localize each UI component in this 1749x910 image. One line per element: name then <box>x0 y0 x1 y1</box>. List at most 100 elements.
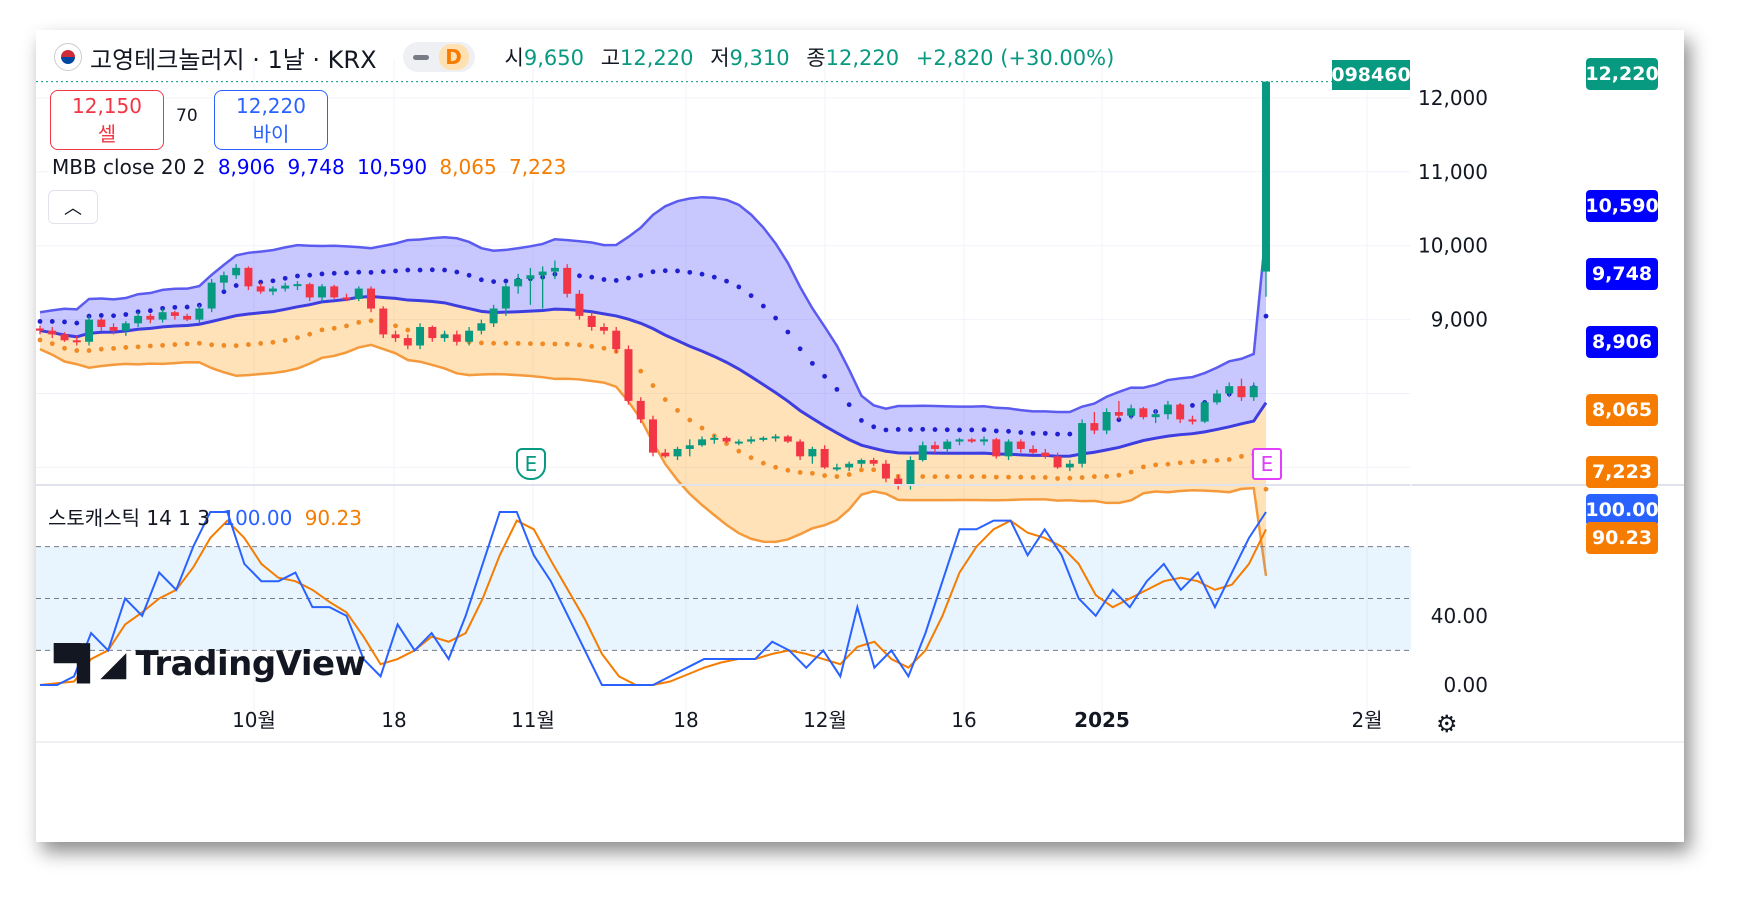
time-label-3: 18 <box>673 708 698 732</box>
candle-body-55 <box>710 437 719 440</box>
mbb-lower-dot-44 <box>577 342 582 348</box>
mbb-upper-dot-72 <box>920 426 926 432</box>
candle-body-88 <box>1114 412 1123 416</box>
candle-body-33 <box>440 334 449 339</box>
mbb-lower-dot-6 <box>111 346 116 351</box>
mbb-upper-dot-16 <box>233 283 239 288</box>
mbb-lower-dot-1 <box>49 341 55 347</box>
candle-body-44 <box>575 293 584 316</box>
buy-button[interactable]: 12,220 바이 <box>214 90 328 150</box>
mbb-upper-dot-83 <box>1055 431 1060 437</box>
mbb-upper-dot-79 <box>1006 428 1011 434</box>
candle-body-72 <box>918 445 927 461</box>
mbb-lower-dot-78 <box>993 474 999 480</box>
candle-body-70 <box>894 478 903 486</box>
stoch-tick-label-1: 0.00 <box>1443 673 1488 697</box>
mbb-upper-dot-47 <box>613 278 619 283</box>
mbb-lower-dot-41 <box>540 341 546 347</box>
ohlc-open-label: 시 <box>504 46 524 70</box>
mbb-lower-dot-64 <box>822 473 828 478</box>
gear-icon[interactable]: ⚙ <box>1436 710 1458 738</box>
mbb-upper-dot-81 <box>1030 430 1036 436</box>
sell-price: 12,150 <box>72 93 142 118</box>
interval-badge[interactable]: D <box>438 44 469 70</box>
earnings-marker-0[interactable]: E <box>516 448 546 480</box>
mbb-lower-dot-100 <box>1263 486 1269 492</box>
sell-button[interactable]: 12,150 셀 <box>50 90 164 150</box>
mbb-legend[interactable]: MBB close 20 2 8,906 9,748 10,590 8,065 … <box>48 155 571 179</box>
mbb-lower-dot-19 <box>270 339 276 345</box>
mbb-lower-dot-23 <box>319 327 325 333</box>
stoch-d-value: 90.23 <box>304 506 362 530</box>
candle-body-15 <box>219 275 228 283</box>
candle-body-3 <box>72 340 81 343</box>
stoch-legend[interactable]: 스토캐스틱 14 1 3 100.00 90.23 <box>48 502 362 531</box>
mbb-lower-dot-82 <box>1042 475 1048 480</box>
stoch-k-value: 100.00 <box>222 506 293 530</box>
mbb-lower-dot-60 <box>773 464 778 470</box>
candle-body-23 <box>317 286 326 298</box>
candle-body-54 <box>698 439 707 446</box>
chevron-up-icon: ︿ <box>64 198 82 219</box>
candle-body-6 <box>109 327 118 331</box>
candle-body-94 <box>1188 419 1197 422</box>
mbb-upper-dot-5 <box>98 313 104 318</box>
mbb-upper-dot-32 <box>429 267 435 273</box>
tradingview-logo[interactable]: ▀▌◢ TradingView <box>54 644 366 684</box>
mbb-lower-dot-45 <box>589 344 595 349</box>
time-label-4: 12월 <box>803 708 847 732</box>
mbb-lower-dot-90 <box>1141 464 1146 470</box>
mbb-lower-dot-77 <box>981 474 987 480</box>
mbb-lower-dot-7 <box>123 345 129 350</box>
mbb-lower-dot-84 <box>1067 475 1073 481</box>
candle-body-86 <box>1090 423 1099 431</box>
candle-body-11 <box>170 312 179 316</box>
price-tick-label-2: 10,000 <box>1418 234 1488 258</box>
mbb-upper-dot-54 <box>699 271 705 277</box>
candle-body-57 <box>734 441 743 444</box>
price-change: +2,820 (+30.00%) <box>915 46 1115 70</box>
time-label-6: 2025 <box>1074 708 1130 732</box>
mbb-upper-dot-2 <box>62 319 67 325</box>
mbb-upper-dot-27 <box>368 269 374 275</box>
candle-body-31 <box>416 327 425 346</box>
candle-body-74 <box>943 441 952 449</box>
mbb-lower-dot-43 <box>564 341 570 347</box>
mbb-lower-dot-93 <box>1177 460 1183 466</box>
candle-body-77 <box>980 439 989 442</box>
candle-body-18 <box>256 286 265 292</box>
mbb-lower-dot-22 <box>307 331 313 337</box>
candle-body-17 <box>244 267 253 287</box>
mbb-upper-dot-9 <box>147 308 153 314</box>
candle-body-83 <box>1053 456 1062 468</box>
stoch-axis-tag-0: 100.00 <box>1585 494 1659 526</box>
mbb-upper-dot-45 <box>589 274 595 280</box>
mbb-lower-dot-46 <box>601 345 607 351</box>
candle-body-97 <box>1225 386 1234 394</box>
candle-body-68 <box>869 460 878 464</box>
earnings-marker-1[interactable]: E <box>1252 448 1282 480</box>
mbb-lower-dot-97 <box>1226 457 1232 462</box>
chart-canvas[interactable]: 12,000 11,000 10,000 9,000 40.00 0.00 10월 18 11월… <box>36 30 1684 842</box>
interval-toggle[interactable]: D <box>402 42 475 72</box>
mbb-lower-dot-52 <box>675 408 680 413</box>
mbb-upper-dot-62 <box>797 346 803 352</box>
mbb-upper-dot-76 <box>969 427 975 433</box>
collapse-legend-button[interactable]: ︿ <box>48 190 98 224</box>
candle-body-81 <box>1029 448 1038 453</box>
mbb-upper-dot-80 <box>1018 430 1024 435</box>
mbb-upper-dot-10 <box>160 305 165 311</box>
price-axis-tag-2: 9,748 <box>1586 258 1658 290</box>
mbb-upper-fill <box>40 197 1266 457</box>
candle-body-8 <box>134 315 143 324</box>
candle-body-65 <box>832 467 841 470</box>
sell-label: 셀 <box>97 121 117 146</box>
mbb-upper-dot-67 <box>859 418 864 423</box>
mbb-lower-dot-25 <box>344 323 349 329</box>
symbol-title[interactable]: 고영테크놀러지 · 1날 · KRX <box>90 45 377 74</box>
mbb-lower-dot-96 <box>1214 457 1220 463</box>
time-label-5: 16 <box>951 708 976 732</box>
candle-body-0 <box>36 328 44 331</box>
candle-body-12 <box>183 315 192 320</box>
mbb-upper-dot-51 <box>662 268 668 274</box>
